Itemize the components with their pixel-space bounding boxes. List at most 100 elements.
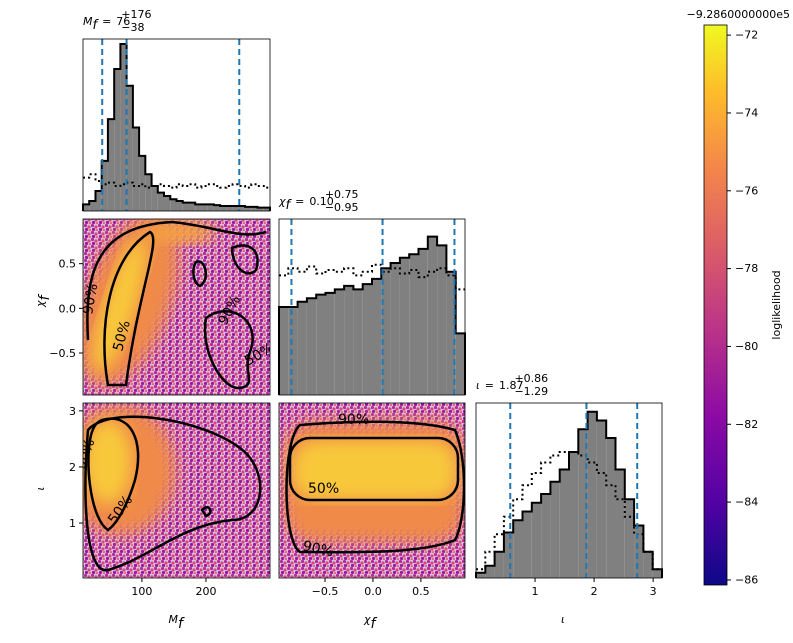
density-panel: 50% 90% 90% 50% <box>83 219 270 395</box>
hist-bar <box>362 284 372 395</box>
hist-bar <box>643 551 653 578</box>
hist-bar <box>195 204 202 211</box>
y-tick-label: 0.0 <box>59 302 77 315</box>
colorbar <box>703 24 728 586</box>
title-median: 76 <box>116 15 130 28</box>
panel-title: ι = 1.87 <box>476 379 523 392</box>
hist-bar <box>550 481 560 578</box>
title-median: 0.10 <box>309 195 334 208</box>
hist-bar <box>164 195 171 211</box>
hist-bar <box>176 200 183 211</box>
hist-bar <box>559 469 569 578</box>
hist-bar <box>606 438 616 578</box>
contour-label: 90% <box>301 538 335 560</box>
title-upper: +0.86 <box>514 372 548 385</box>
posterior-outline <box>82 43 271 211</box>
title-relation: = <box>295 195 304 208</box>
colorbar-offset: −9.2860000000e5 <box>687 8 790 21</box>
colorbar-tick-label: −76 <box>735 184 758 197</box>
hist-bar <box>596 420 607 578</box>
hist-bar <box>390 263 400 395</box>
x-tick-label: 3 <box>650 585 657 598</box>
axis-symbol: ι <box>561 613 565 626</box>
hist-bar <box>503 532 514 578</box>
title-median: 1.87 <box>499 379 524 392</box>
title-symbol: χ <box>278 195 286 208</box>
contour-label: 90% <box>338 412 369 428</box>
hist-bar <box>188 202 196 211</box>
x-tick-label: 2 <box>591 585 598 598</box>
hist-bar <box>151 185 158 211</box>
axis-label: ι <box>561 613 565 626</box>
hist-bar <box>485 565 495 578</box>
colorbar-label: loglikelihood <box>770 270 783 339</box>
hist-bar <box>95 190 102 211</box>
hist-bar <box>297 301 307 395</box>
title-lower: −38 <box>121 21 144 34</box>
hist-bar <box>107 119 115 211</box>
colorbar-tick-label: −82 <box>735 418 758 431</box>
hist-bar <box>316 294 326 395</box>
axis-subscript: f <box>371 616 378 632</box>
hist-bar <box>251 206 258 211</box>
axis-symbol: χ <box>363 613 371 626</box>
hist-bar <box>409 254 419 395</box>
hist-bar <box>522 511 532 578</box>
y-tick-label: 0.5 <box>59 258 77 271</box>
x-tick-label: 1 <box>532 585 539 598</box>
hist-bar <box>569 452 579 578</box>
panel-title: χf = 0.10 <box>278 195 334 213</box>
axis-subscript: f <box>178 616 185 632</box>
hist-bar <box>381 268 391 395</box>
hist-bar <box>325 292 335 395</box>
hist-bar <box>541 494 551 578</box>
axis-symbol: χ <box>34 300 47 308</box>
colorbar-tick-label: −74 <box>735 106 758 119</box>
hist-bar <box>207 204 214 211</box>
hist-bar <box>652 569 662 578</box>
hist-bar <box>634 525 644 578</box>
posterior-outline <box>475 410 663 578</box>
hist-bar <box>83 204 90 211</box>
hist-bar <box>213 205 221 211</box>
hist-bar <box>578 429 588 578</box>
y-tick-label: 2 <box>69 461 76 474</box>
axis-label: χf <box>363 613 378 632</box>
hist-bar <box>201 204 208 211</box>
hist-bar <box>238 205 246 211</box>
axis-label: χf <box>34 293 53 308</box>
prior-outline <box>476 451 662 571</box>
colorbar-tick-label: −86 <box>735 573 758 586</box>
axis-symbol: M <box>169 613 179 626</box>
hist-bar <box>126 85 133 211</box>
hist-bar <box>232 205 239 211</box>
axes-frame <box>278 402 466 579</box>
hist-bar <box>220 205 227 211</box>
title-symbol: ι <box>476 379 480 392</box>
axis-label: ι <box>34 487 47 491</box>
title-symbol: M <box>83 15 93 28</box>
y-tick-label: −0.5 <box>49 347 76 360</box>
colorbar-tick-label: −72 <box>735 29 758 42</box>
axes-frame <box>82 218 271 396</box>
hist-bar <box>89 200 96 211</box>
y-tick-label: 3 <box>69 405 76 418</box>
hist-bar <box>437 245 447 395</box>
x-tick-label: 0.0 <box>364 585 382 598</box>
hist-bar <box>257 207 264 211</box>
prior-outline <box>83 173 270 189</box>
axis-label: Mf <box>169 613 186 632</box>
hist-bar <box>120 44 127 212</box>
contour-label: 50% <box>308 481 339 497</box>
density-panel: 90% 50% 90% <box>279 403 465 578</box>
axis-subscript: f <box>37 293 53 300</box>
hist-bar <box>399 257 410 395</box>
hist-bar <box>427 236 438 395</box>
hist-bar <box>114 69 121 211</box>
hist-bar <box>372 278 382 395</box>
hist-bar <box>418 248 428 395</box>
title-upper: +0.75 <box>325 188 359 201</box>
hist-bar <box>476 572 486 578</box>
hist-bar <box>455 333 465 395</box>
